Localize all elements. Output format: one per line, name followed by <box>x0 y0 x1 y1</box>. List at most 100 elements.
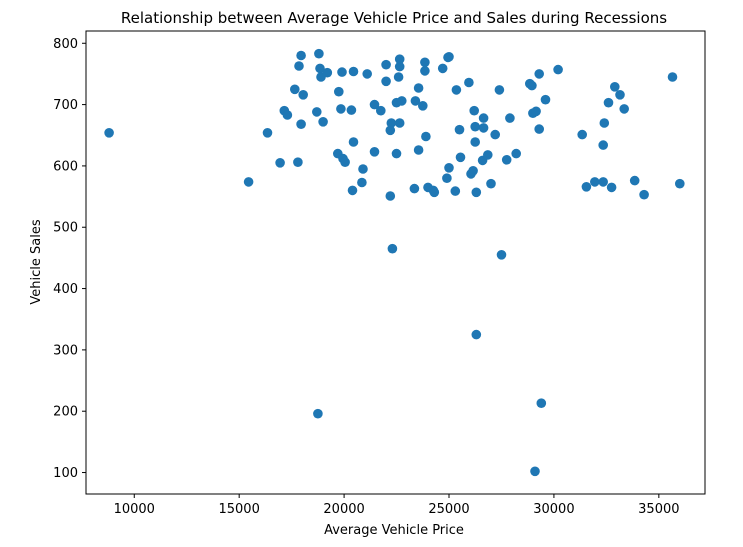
data-point-110 <box>639 189 649 200</box>
data-point-13 <box>312 107 322 117</box>
data-point-75 <box>471 329 482 340</box>
data-point-32 <box>362 69 373 79</box>
data-point-84 <box>496 250 507 260</box>
x-axis-ticks: 10000 15000 20000 25000 30000 35000 <box>114 494 680 517</box>
data-point-8 <box>293 157 303 167</box>
data-point-85 <box>501 155 512 165</box>
data-point-37 <box>381 76 391 87</box>
data-point-22 <box>336 104 346 114</box>
data-point-60 <box>437 63 448 74</box>
data-point-54 <box>420 66 430 76</box>
data-point-94 <box>536 398 547 409</box>
data-point-44 <box>393 72 404 82</box>
data-point-63 <box>444 52 454 62</box>
data-point-3 <box>262 128 273 138</box>
data-point-21 <box>334 86 344 97</box>
data-point-103 <box>599 118 610 128</box>
data-point-52 <box>413 145 424 155</box>
data-point-109 <box>629 175 640 186</box>
data-point-42 <box>391 148 402 159</box>
data-point-4 <box>275 158 285 168</box>
data-point-98 <box>577 129 587 140</box>
data-point-64 <box>444 163 454 173</box>
data-point-25 <box>340 157 350 167</box>
data-point-49 <box>409 183 420 194</box>
data-point-79 <box>478 123 489 133</box>
data-point-48 <box>397 96 407 106</box>
data-point-33 <box>369 99 380 110</box>
data-point-61 <box>442 173 452 183</box>
data-point-104 <box>603 97 614 108</box>
data-point-83 <box>494 85 505 95</box>
data-point-28 <box>348 66 359 77</box>
chart-title: Relationship between Average Vehicle Pri… <box>121 9 667 27</box>
data-point-66 <box>451 85 462 95</box>
data-point-15 <box>314 48 324 59</box>
data-point-67 <box>454 124 465 135</box>
data-point-23 <box>337 67 347 77</box>
data-point-34 <box>369 147 380 157</box>
data-point-100 <box>590 177 600 187</box>
data-point-38 <box>385 191 396 201</box>
data-point-11 <box>296 119 306 129</box>
data-point-81 <box>486 178 496 189</box>
data-point-95 <box>540 94 551 105</box>
data-point-18 <box>318 117 328 127</box>
data-point-91 <box>531 106 541 117</box>
y-tick-label: 600 <box>53 159 78 174</box>
data-point-92 <box>534 69 544 79</box>
data-point-56 <box>421 131 431 142</box>
data-point-71 <box>468 166 478 176</box>
data-point-14 <box>313 408 323 419</box>
data-point-35 <box>376 105 386 116</box>
data-point-36 <box>381 59 391 70</box>
data-point-53 <box>418 101 428 111</box>
data-point-1 <box>104 128 114 138</box>
data-point-73 <box>470 121 481 132</box>
data-point-10 <box>296 50 306 61</box>
data-point-96 <box>530 466 540 477</box>
data-point-68 <box>455 152 466 163</box>
x-tick-label: 25000 <box>428 502 469 517</box>
data-point-6 <box>282 110 293 120</box>
data-point-30 <box>357 177 367 188</box>
x-tick-label: 15000 <box>218 502 259 517</box>
data-point-106 <box>610 82 620 92</box>
x-axis-title: Average Vehicle Price <box>324 523 464 538</box>
y-tick-label: 200 <box>53 405 78 420</box>
data-point-2 <box>243 177 254 187</box>
y-axis-ticks: 100 200 300 400 500 600 700 800 <box>53 37 86 481</box>
data-point-87 <box>511 148 521 159</box>
data-point-40 <box>386 118 397 128</box>
data-point-29 <box>348 137 359 147</box>
data-point-99 <box>581 182 592 192</box>
y-tick-label: 500 <box>53 221 78 236</box>
data-point-19 <box>322 67 333 78</box>
data-point-26 <box>346 105 357 115</box>
data-point-80 <box>483 150 493 160</box>
data-point-46 <box>394 54 405 64</box>
data-point-65 <box>450 186 461 196</box>
x-tick-label: 30000 <box>533 502 574 517</box>
data-point-102 <box>598 140 608 150</box>
y-axis-title: Vehicle Sales <box>29 219 44 304</box>
data-point-93 <box>534 124 544 134</box>
data-point-31 <box>358 164 368 174</box>
data-point-78 <box>478 113 489 123</box>
x-tick-label: 35000 <box>638 502 679 517</box>
data-point-16 <box>315 63 325 74</box>
data-point-97 <box>553 64 563 75</box>
data-point-9 <box>294 61 304 71</box>
data-point-72 <box>469 105 480 116</box>
data-point-12 <box>298 90 309 100</box>
data-point-50 <box>410 96 421 106</box>
data-point-45 <box>394 61 405 72</box>
data-point-89 <box>527 80 537 91</box>
y-tick-label: 400 <box>53 282 78 297</box>
plot-frame <box>85 30 706 495</box>
data-point-108 <box>619 104 629 114</box>
data-point-76 <box>471 187 482 198</box>
data-point-105 <box>606 182 617 193</box>
data-point-69 <box>464 77 474 88</box>
